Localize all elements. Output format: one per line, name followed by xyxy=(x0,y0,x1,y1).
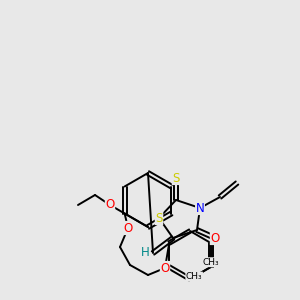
Text: N: N xyxy=(196,202,204,214)
Text: CH₃: CH₃ xyxy=(186,272,202,281)
Text: CH₃: CH₃ xyxy=(202,258,219,267)
Text: O: O xyxy=(160,262,169,275)
Text: S: S xyxy=(155,212,163,224)
Text: O: O xyxy=(210,232,220,244)
Text: O: O xyxy=(123,221,133,235)
Text: S: S xyxy=(172,172,180,184)
Text: H: H xyxy=(141,247,149,260)
Text: O: O xyxy=(105,199,115,212)
